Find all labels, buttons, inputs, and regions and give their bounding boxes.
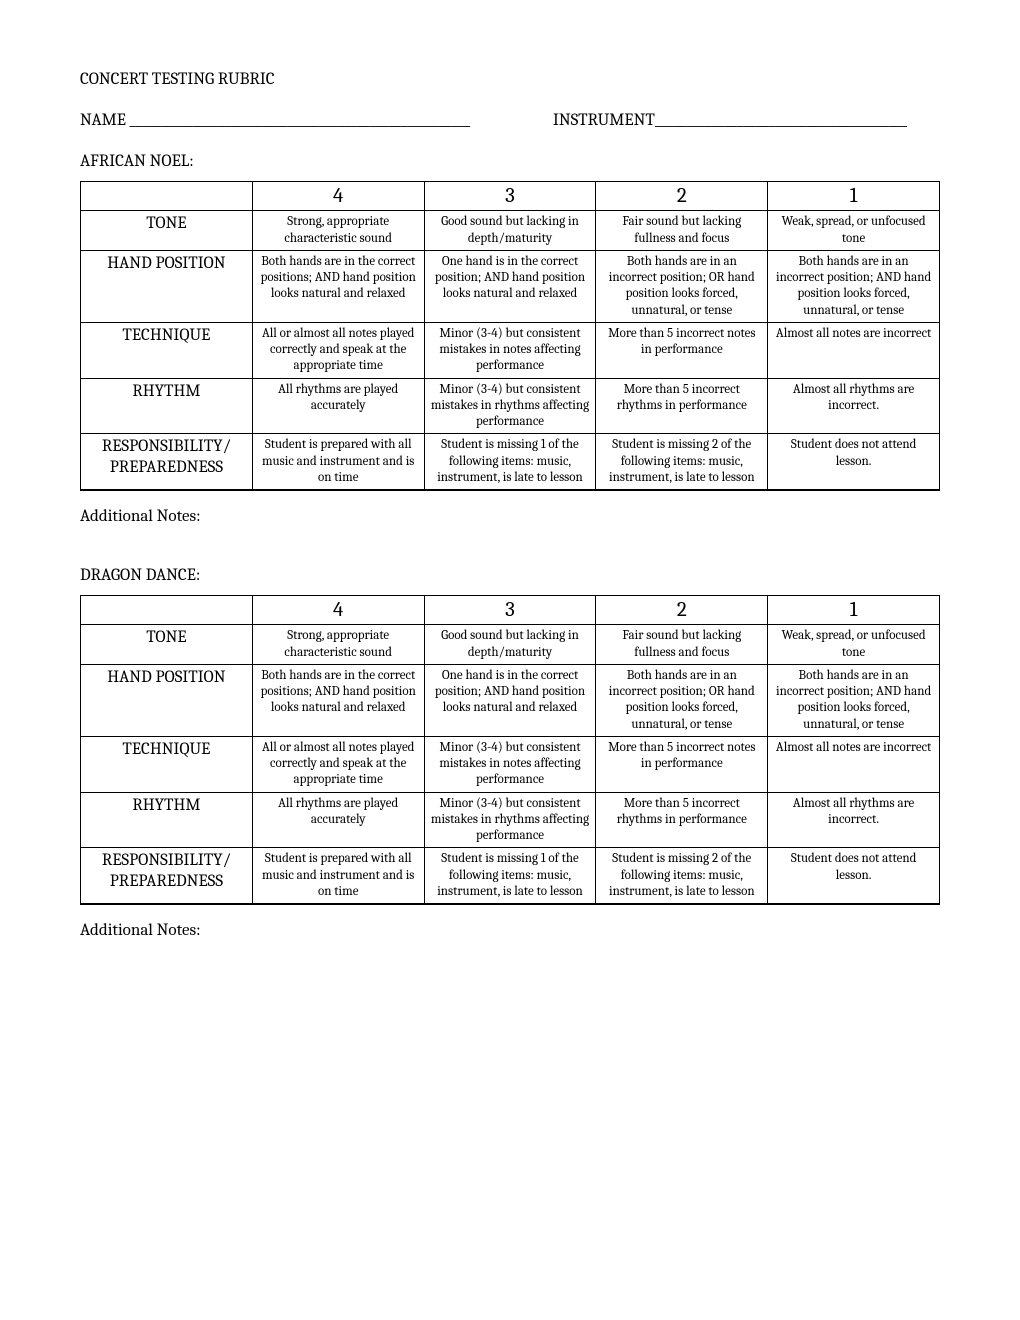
rubric-row: HAND POSITION Both hands are in the corr… bbox=[81, 250, 940, 322]
rubric-cell: Minor (3-4) but consistent mistakes in r… bbox=[424, 378, 596, 434]
rubric-cell: Strong, appropriate characteristic sound bbox=[252, 211, 424, 251]
page-title: CONCERT TESTING RUBRIC bbox=[80, 70, 940, 89]
rubric-cell: Student is missing 2 of the following it… bbox=[596, 848, 768, 904]
name-field: NAME ___________________________________… bbox=[80, 111, 553, 130]
blank-header bbox=[81, 596, 253, 625]
rubric-cell: One hand is in the correct position; AND… bbox=[424, 664, 596, 736]
score-header: 1 bbox=[768, 182, 940, 211]
rubric-cell: Strong, appropriate characteristic sound bbox=[252, 625, 424, 665]
criterion-name: RESPONSIBILITY/ PREPAREDNESS bbox=[81, 434, 253, 490]
score-header: 3 bbox=[424, 182, 596, 211]
rubric-cell: Good sound but lacking in depth/maturity bbox=[424, 625, 596, 665]
rubric-cell: Both hands are in an incorrect position;… bbox=[596, 664, 768, 736]
score-header: 4 bbox=[252, 596, 424, 625]
rubric-cell: Both hands are in the correct positions;… bbox=[252, 250, 424, 322]
rubric-table: 4 3 2 1 TONE Strong, appropriate charact… bbox=[80, 595, 940, 905]
rubric-cell: Almost all rhythms are incorrect. bbox=[768, 378, 940, 434]
rubric-cell: Weak, spread, or unfocused tone bbox=[768, 625, 940, 665]
criterion-name: HAND POSITION bbox=[81, 664, 253, 736]
score-header: 4 bbox=[252, 182, 424, 211]
rubric-cell: More than 5 incorrect notes in performan… bbox=[596, 736, 768, 792]
rubric-cell: Minor (3-4) but consistent mistakes in n… bbox=[424, 322, 596, 378]
criterion-name: HAND POSITION bbox=[81, 250, 253, 322]
rubric-cell: Student is missing 1 of the following it… bbox=[424, 434, 596, 490]
score-header-row: 4 3 2 1 bbox=[81, 596, 940, 625]
song-title: AFRICAN NOEL: bbox=[80, 152, 940, 171]
rubric-cell: Both hands are in an incorrect position;… bbox=[768, 664, 940, 736]
rubric-cell: One hand is in the correct position; AND… bbox=[424, 250, 596, 322]
blank-header bbox=[81, 182, 253, 211]
score-header: 2 bbox=[596, 596, 768, 625]
criterion-name: RESPONSIBILITY/ PREPAREDNESS bbox=[81, 848, 253, 904]
additional-notes: Additional Notes: bbox=[80, 507, 940, 526]
criterion-name: TECHNIQUE bbox=[81, 322, 253, 378]
rubric-cell: Almost all notes are incorrect bbox=[768, 322, 940, 378]
rubric-row: RHYTHM All rhythms are played accurately… bbox=[81, 378, 940, 434]
song-title: DRAGON DANCE: bbox=[80, 566, 940, 585]
rubric-cell: Good sound but lacking in depth/maturity bbox=[424, 211, 596, 251]
rubric-row: RHYTHM All rhythms are played accurately… bbox=[81, 792, 940, 848]
criterion-name: RHYTHM bbox=[81, 792, 253, 848]
fields-row: NAME ___________________________________… bbox=[80, 111, 940, 130]
rubric-row: TONE Strong, appropriate characteristic … bbox=[81, 211, 940, 251]
rubric-cell: More than 5 incorrect rhythms in perform… bbox=[596, 378, 768, 434]
instrument-field: INSTRUMENT______________________________… bbox=[553, 111, 940, 130]
rubric-cell: Student does not attend lesson. bbox=[768, 434, 940, 490]
score-header: 3 bbox=[424, 596, 596, 625]
rubric-row: RESPONSIBILITY/ PREPAREDNESS Student is … bbox=[81, 434, 940, 490]
score-header: 2 bbox=[596, 182, 768, 211]
rubric-cell: Both hands are in an incorrect position;… bbox=[768, 250, 940, 322]
rubric-row: RESPONSIBILITY/ PREPAREDNESS Student is … bbox=[81, 848, 940, 904]
rubric-cell: Student is prepared with all music and i… bbox=[252, 434, 424, 490]
rubric-cell: Almost all rhythms are incorrect. bbox=[768, 792, 940, 848]
rubric-cell: Almost all notes are incorrect bbox=[768, 736, 940, 792]
rubric-cell: Both hands are in an incorrect position;… bbox=[596, 250, 768, 322]
criterion-name: TECHNIQUE bbox=[81, 736, 253, 792]
rubric-cell: All or almost all notes played correctly… bbox=[252, 322, 424, 378]
rubric-cell: Fair sound but lacking fullness and focu… bbox=[596, 211, 768, 251]
rubric-row: TECHNIQUE All or almost all notes played… bbox=[81, 322, 940, 378]
rubric-table: 4 3 2 1 TONE Strong, appropriate charact… bbox=[80, 181, 940, 491]
rubric-cell: All rhythms are played accurately bbox=[252, 792, 424, 848]
rubric-cell: Student is prepared with all music and i… bbox=[252, 848, 424, 904]
rubric-cell: All or almost all notes played correctly… bbox=[252, 736, 424, 792]
rubric-cell: Student is missing 1 of the following it… bbox=[424, 848, 596, 904]
rubric-cell: More than 5 incorrect rhythms in perform… bbox=[596, 792, 768, 848]
criterion-name: TONE bbox=[81, 625, 253, 665]
additional-notes: Additional Notes: bbox=[80, 921, 940, 940]
song-section-1: DRAGON DANCE: 4 3 2 1 TONE Strong, appro… bbox=[80, 566, 940, 940]
rubric-cell: Minor (3-4) but consistent mistakes in n… bbox=[424, 736, 596, 792]
criterion-name: RHYTHM bbox=[81, 378, 253, 434]
rubric-cell: Student is missing 2 of the following it… bbox=[596, 434, 768, 490]
rubric-row: HAND POSITION Both hands are in the corr… bbox=[81, 664, 940, 736]
rubric-cell: Both hands are in the correct positions;… bbox=[252, 664, 424, 736]
rubric-row: TONE Strong, appropriate characteristic … bbox=[81, 625, 940, 665]
score-header: 1 bbox=[768, 596, 940, 625]
rubric-cell: Minor (3-4) but consistent mistakes in r… bbox=[424, 792, 596, 848]
song-section-0: AFRICAN NOEL: 4 3 2 1 TONE Strong, appro… bbox=[80, 152, 940, 526]
score-header-row: 4 3 2 1 bbox=[81, 182, 940, 211]
rubric-row: TECHNIQUE All or almost all notes played… bbox=[81, 736, 940, 792]
rubric-cell: Weak, spread, or unfocused tone bbox=[768, 211, 940, 251]
rubric-cell: More than 5 incorrect notes in performan… bbox=[596, 322, 768, 378]
rubric-cell: Fair sound but lacking fullness and focu… bbox=[596, 625, 768, 665]
criterion-name: TONE bbox=[81, 211, 253, 251]
rubric-cell: All rhythms are played accurately bbox=[252, 378, 424, 434]
rubric-cell: Student does not attend lesson. bbox=[768, 848, 940, 904]
